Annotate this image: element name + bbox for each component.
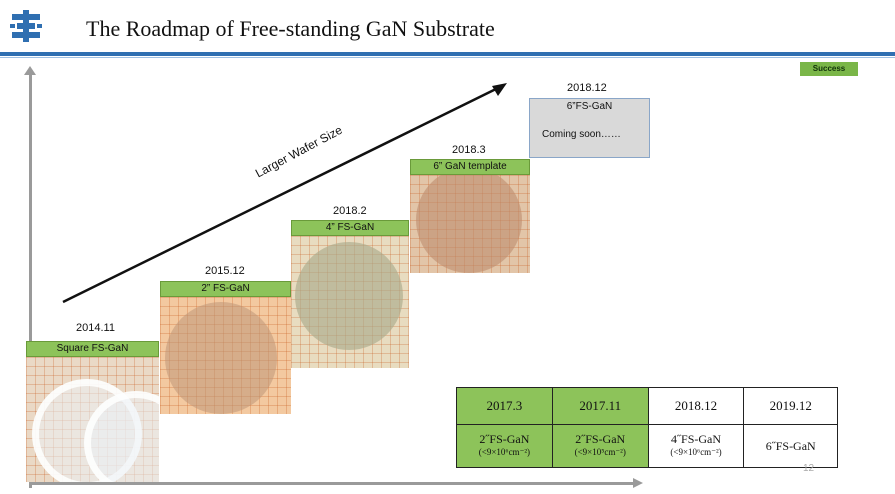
photo-4inch-fs-gan — [291, 236, 409, 368]
title-divider — [0, 52, 895, 56]
step-label-2: 2” FS-GaN — [160, 281, 291, 297]
slide-title: The Roadmap of Free-standing GaN Substra… — [86, 16, 495, 41]
table-cell-date: 2017.3 — [456, 387, 553, 425]
coming-soon-box: 6”FS-GaN Coming soon…… — [529, 98, 650, 158]
table-cell-item: 2˝FS-GaN (<9×10⁵cm⁻²) — [551, 424, 649, 468]
table-cell-date: 2019.12 — [743, 387, 838, 425]
step-date-1: 2014.11 — [76, 322, 115, 334]
step-date-2: 2015.12 — [205, 265, 245, 277]
coming-soon-text: Coming soon…… — [542, 129, 621, 140]
table-cell-date: 2017.11 — [551, 387, 649, 425]
vertical-axis-arrow-icon — [24, 66, 36, 75]
step-label-4: 6” GaN template — [410, 159, 530, 175]
vertical-axis — [29, 72, 32, 488]
trend-label: Larger Wafer Size — [253, 122, 345, 181]
item-spec: (<9×10⁶cm⁻²) — [478, 447, 531, 457]
table-row: 2017.3 2017.11 2018.12 2019.12 — [456, 387, 838, 425]
item-spec: (<9×10⁶cm⁻²) — [670, 447, 722, 457]
horizontal-axis — [29, 482, 635, 485]
page-number: 12 — [803, 463, 815, 474]
plan-table: 2017.3 2017.11 2018.12 2019.12 2˝FS-GaN … — [456, 387, 838, 468]
item-name: 6˝FS-GaN — [765, 438, 816, 453]
item-name: 2˝FS-GaN — [479, 432, 530, 446]
table-cell-date: 2018.12 — [647, 387, 745, 425]
table-cell-item: 2˝FS-GaN (<9×10⁶cm⁻²) — [456, 424, 553, 468]
photo-2inch-fs-gan — [160, 297, 291, 414]
item-name: 4˝FS-GaN — [671, 432, 722, 446]
step-label-1: Square FS-GaN — [26, 341, 159, 357]
item-name: 2˝FS-GaN — [575, 432, 626, 446]
table-row: 2˝FS-GaN (<9×10⁶cm⁻²) 2˝FS-GaN (<9×10⁵cm… — [456, 424, 838, 468]
step-date-3: 2018.2 — [333, 205, 367, 217]
step-label-3: 4” FS-GaN — [291, 220, 409, 236]
photo-square-fs-gan — [26, 357, 159, 482]
step-date-4: 2018.3 — [452, 144, 486, 156]
table-cell-item: 6˝FS-GaN — [743, 424, 838, 468]
title-divider-thin — [0, 57, 895, 58]
logo-icon — [8, 8, 44, 44]
table-cell-item: 4˝FS-GaN (<9×10⁶cm⁻²) — [647, 424, 745, 468]
item-spec: (<9×10⁵cm⁻²) — [574, 447, 626, 457]
step-label-5: 6”FS-GaN — [566, 101, 613, 112]
photo-6inch-gan-template — [410, 175, 530, 273]
step-date-5: 2018.12 — [567, 82, 607, 94]
horizontal-axis-arrow-icon — [633, 478, 643, 488]
status-badge: Success — [800, 62, 858, 76]
